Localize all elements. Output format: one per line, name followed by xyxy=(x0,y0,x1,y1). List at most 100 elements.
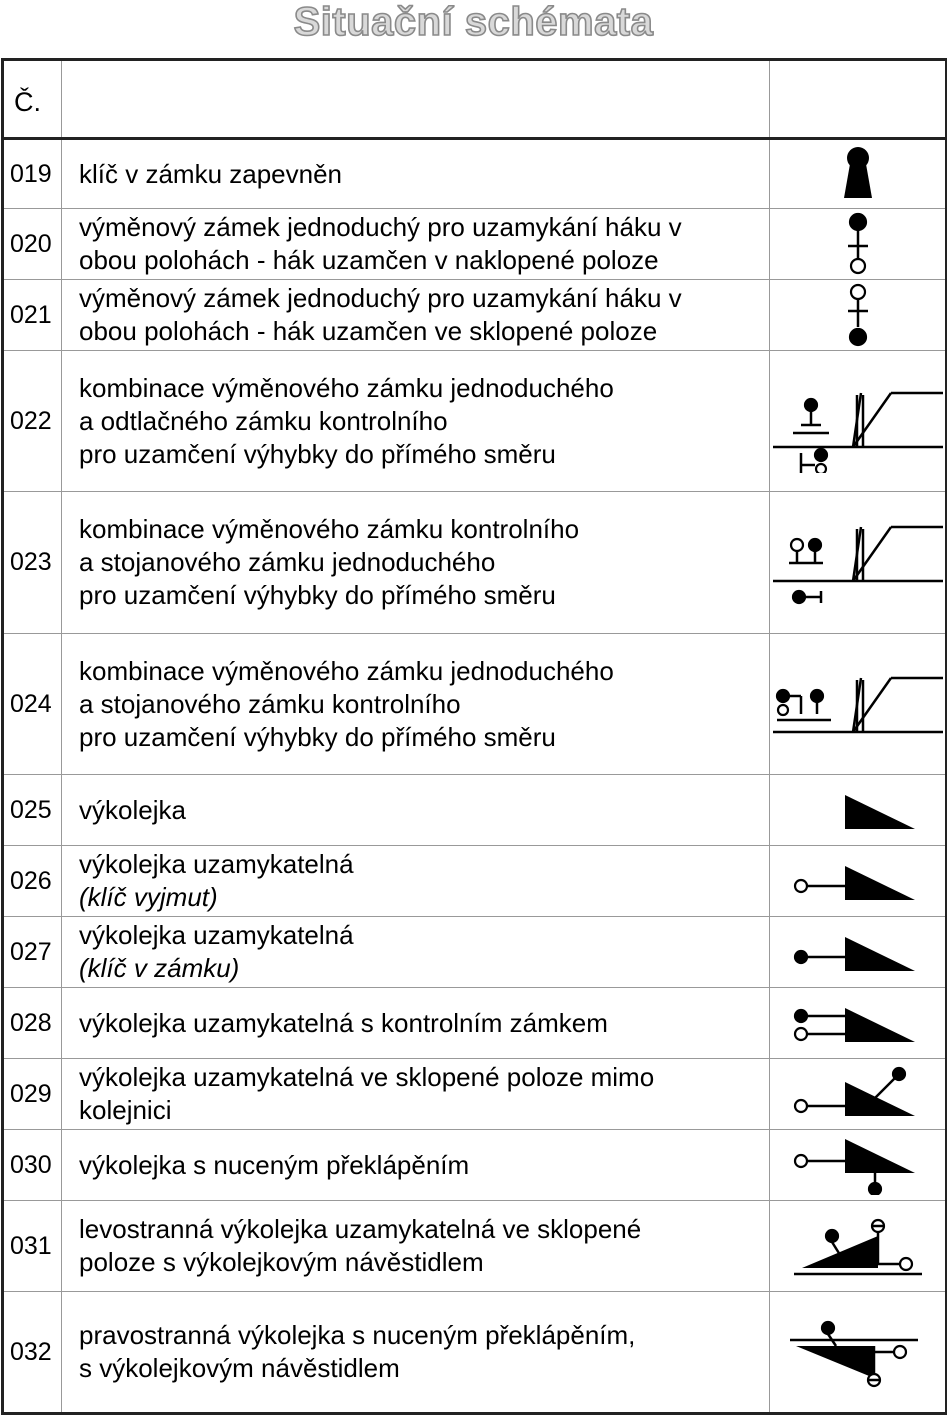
table-row: 024 kombinace výměnového zámku jednoduch… xyxy=(2,633,947,775)
row-desc-line: poloze s výkolejkovým návěstidlem xyxy=(79,1247,484,1277)
row-desc-line: a odtlačného zámku kontrolního xyxy=(79,405,448,436)
row-number: 024 xyxy=(2,633,62,775)
header-num: Č. xyxy=(2,59,62,140)
row-desc-line: pravostranná výkolejka s nuceným překláp… xyxy=(79,1320,636,1350)
row-desc-line: s výkolejkovým návěstidlem xyxy=(79,1353,400,1383)
row-symbol xyxy=(769,138,947,209)
row-desc-line: výkolejka uzamykatelná s kontrolním zámk… xyxy=(79,1007,608,1038)
row-desc-note: (klíč vyjmut) xyxy=(79,882,218,912)
derailer-folded-icon xyxy=(770,1066,945,1122)
row-symbol xyxy=(769,916,947,988)
switch-combo-b-icon xyxy=(770,517,945,609)
row-desc-note: (klíč v zámku) xyxy=(79,953,240,983)
derailer-key-removed-icon xyxy=(770,856,945,906)
table-row: 031 levostranná výkolejka uzamykatelná v… xyxy=(2,1200,947,1292)
row-symbol xyxy=(769,1291,947,1414)
schema-table: Č. 019 klíč v zámku zapevněn 020 výměnov… xyxy=(1,58,947,1415)
row-symbol xyxy=(769,208,947,280)
row-number: 032 xyxy=(2,1291,62,1414)
row-symbol xyxy=(769,1129,947,1201)
row-symbol xyxy=(769,1058,947,1130)
table-row: 030 výkolejka s nuceným překlápěním xyxy=(2,1129,947,1201)
row-desc-line: kolejnici xyxy=(79,1095,172,1125)
row-desc-line: a stojanového zámku kontrolního xyxy=(79,688,461,719)
derailer-forced-icon xyxy=(770,1135,945,1195)
row-description: výkolejka uzamykatelná (klíč vyjmut) xyxy=(61,845,770,917)
row-description: výkolejka xyxy=(61,774,770,846)
row-description: výměnový zámek jednoduchý pro uzamykání … xyxy=(61,208,770,280)
row-desc-line: výkolejka uzamykatelná xyxy=(79,849,354,879)
row-desc-line: kombinace výměnového zámku jednoduchého xyxy=(79,655,614,686)
row-description: výkolejka uzamykatelná ve sklopené poloz… xyxy=(61,1058,770,1130)
row-desc-line: a stojanového zámku jednoduchého xyxy=(79,547,496,577)
row-symbol xyxy=(769,279,947,351)
row-desc-line: výkolejka uzamykatelná ve sklopené poloz… xyxy=(79,1062,655,1092)
row-symbol xyxy=(769,987,947,1059)
row-number: 025 xyxy=(2,774,62,846)
derailer-control-lock-icon xyxy=(770,998,945,1048)
row-symbol xyxy=(769,350,947,492)
row-number: 021 xyxy=(2,279,62,351)
row-desc-line: výměnový zámek jednoduchý pro uzamykání … xyxy=(79,212,682,242)
row-description: levostranná výkolejka uzamykatelná ve sk… xyxy=(61,1200,770,1292)
row-description: kombinace výměnového zámku jednoduchého a… xyxy=(61,633,770,775)
row-desc-line: kombinace výměnového zámku jednoduchého xyxy=(79,372,614,403)
row-symbol xyxy=(769,633,947,775)
row-number: 026 xyxy=(2,845,62,917)
row-desc-line: výkolejka xyxy=(79,794,186,825)
header-desc xyxy=(61,59,770,140)
row-number: 020 xyxy=(2,208,62,280)
row-description: výkolejka s nuceným překlápěním xyxy=(61,1129,770,1201)
table-row: 019 klíč v zámku zapevněn xyxy=(2,138,947,209)
row-description: výkolejka uzamykatelná s kontrolním zámk… xyxy=(61,987,770,1059)
row-number: 030 xyxy=(2,1129,62,1201)
row-number: 029 xyxy=(2,1058,62,1130)
derailer-right-signal-icon xyxy=(770,1316,945,1388)
table-row: 020 výměnový zámek jednoduchý pro uzamyk… xyxy=(2,208,947,280)
row-desc-line: kombinace výměnového zámku kontrolního xyxy=(79,514,580,544)
row-desc-line: výměnový zámek jednoduchý pro uzamykání … xyxy=(79,283,682,313)
header-sym xyxy=(769,59,947,140)
row-description: kombinace výměnového zámku kontrolního a … xyxy=(61,491,770,634)
row-desc-line: obou polohách - hák uzamčen v naklopené … xyxy=(79,245,659,275)
switch-combo-a-icon xyxy=(770,369,945,473)
row-desc-line: levostranná výkolejka uzamykatelná ve sk… xyxy=(79,1214,642,1244)
table-row: 023 kombinace výměnového zámku kontrolní… xyxy=(2,491,947,634)
row-desc-line: klíč v zámku zapevněn xyxy=(79,158,343,189)
row-symbol xyxy=(769,774,947,846)
row-description: kombinace výměnového zámku jednoduchého a… xyxy=(61,350,770,492)
row-description: výměnový zámek jednoduchý pro uzamykání … xyxy=(61,279,770,351)
row-number: 031 xyxy=(2,1200,62,1292)
derailer-left-signal-icon xyxy=(770,1214,945,1278)
table-row: 032 pravostranná výkolejka s nuceným pře… xyxy=(2,1291,947,1414)
row-number: 019 xyxy=(2,138,62,209)
row-description: pravostranná výkolejka s nuceným překláp… xyxy=(61,1291,770,1414)
table-row: 029 výkolejka uzamykatelná ve sklopené p… xyxy=(2,1058,947,1130)
table-row: 028 výkolejka uzamykatelná s kontrolním … xyxy=(2,987,947,1059)
row-number: 023 xyxy=(2,491,62,634)
row-description: klíč v zámku zapevněn xyxy=(61,138,770,209)
row-desc-line: pro uzamčení výhybky do přímého směru xyxy=(79,580,556,610)
row-number: 022 xyxy=(2,350,62,492)
table-row: 027 výkolejka uzamykatelná (klíč v zámku) xyxy=(2,916,947,988)
row-number: 027 xyxy=(2,916,62,988)
row-desc-line: obou polohách - hák uzamčen ve sklopené … xyxy=(79,316,658,346)
row-desc-line: pro uzamčení výhybky do přímého směru xyxy=(79,438,556,469)
table-row: 025 výkolejka xyxy=(2,774,947,846)
switch-lock-tilted-icon xyxy=(770,212,945,276)
row-desc-line: výkolejka uzamykatelná xyxy=(79,920,354,950)
row-number: 028 xyxy=(2,987,62,1059)
page-title: Situační schémata xyxy=(293,0,654,45)
key-locked-icon xyxy=(770,144,945,204)
header-row: Č. xyxy=(2,59,947,140)
row-desc-line: pro uzamčení výhybky do přímého směru xyxy=(79,721,556,752)
row-symbol xyxy=(769,1200,947,1292)
switch-lock-folded-icon xyxy=(770,283,945,347)
derailer-icon xyxy=(770,785,945,835)
row-symbol xyxy=(769,845,947,917)
switch-combo-c-icon xyxy=(770,668,945,740)
row-symbol xyxy=(769,491,947,634)
table-row: 021 výměnový zámek jednoduchý pro uzamyk… xyxy=(2,279,947,351)
table-row: 026 výkolejka uzamykatelná (klíč vyjmut) xyxy=(2,845,947,917)
derailer-key-in-icon xyxy=(770,927,945,977)
